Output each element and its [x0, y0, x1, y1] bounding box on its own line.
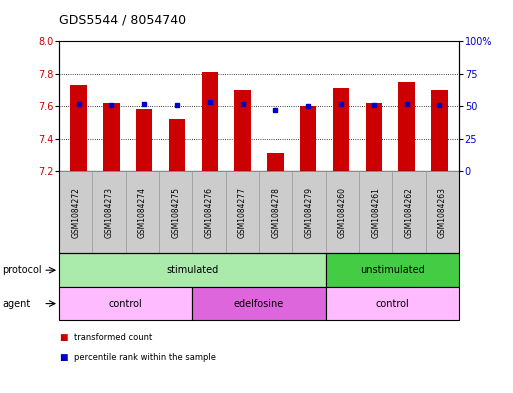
Bar: [366, 103, 382, 171]
Text: GSM1084276: GSM1084276: [205, 187, 213, 238]
Bar: [70, 85, 87, 171]
Bar: [300, 106, 317, 171]
Text: transformed count: transformed count: [74, 334, 153, 342]
Bar: [202, 72, 218, 171]
Text: GSM1084279: GSM1084279: [305, 187, 313, 238]
Bar: [267, 153, 284, 171]
Text: GSM1084272: GSM1084272: [71, 187, 80, 238]
Text: unstimulated: unstimulated: [360, 265, 425, 275]
Text: control: control: [376, 299, 409, 309]
Text: ■: ■: [59, 353, 68, 362]
Bar: [169, 119, 185, 171]
Text: control: control: [109, 299, 143, 309]
Text: GSM1084273: GSM1084273: [105, 187, 113, 238]
Bar: [234, 90, 251, 171]
Text: GDS5544 / 8054740: GDS5544 / 8054740: [59, 14, 186, 27]
Text: protocol: protocol: [3, 265, 42, 275]
Text: GSM1084277: GSM1084277: [238, 187, 247, 238]
Text: GSM1084274: GSM1084274: [138, 187, 147, 238]
Text: GSM1084260: GSM1084260: [338, 187, 347, 238]
Text: ■: ■: [59, 334, 68, 342]
Text: GSM1084261: GSM1084261: [371, 187, 380, 238]
Bar: [399, 82, 415, 171]
Text: edelfosine: edelfosine: [234, 299, 284, 309]
Text: GSM1084278: GSM1084278: [271, 187, 280, 238]
Text: GSM1084275: GSM1084275: [171, 187, 180, 238]
Text: GSM1084263: GSM1084263: [438, 187, 447, 238]
Text: GSM1084262: GSM1084262: [405, 187, 413, 238]
Bar: [333, 88, 349, 171]
Text: agent: agent: [3, 299, 31, 309]
Bar: [136, 109, 152, 171]
Text: percentile rank within the sample: percentile rank within the sample: [74, 353, 216, 362]
Text: stimulated: stimulated: [166, 265, 219, 275]
Bar: [103, 103, 120, 171]
Bar: [431, 90, 448, 171]
